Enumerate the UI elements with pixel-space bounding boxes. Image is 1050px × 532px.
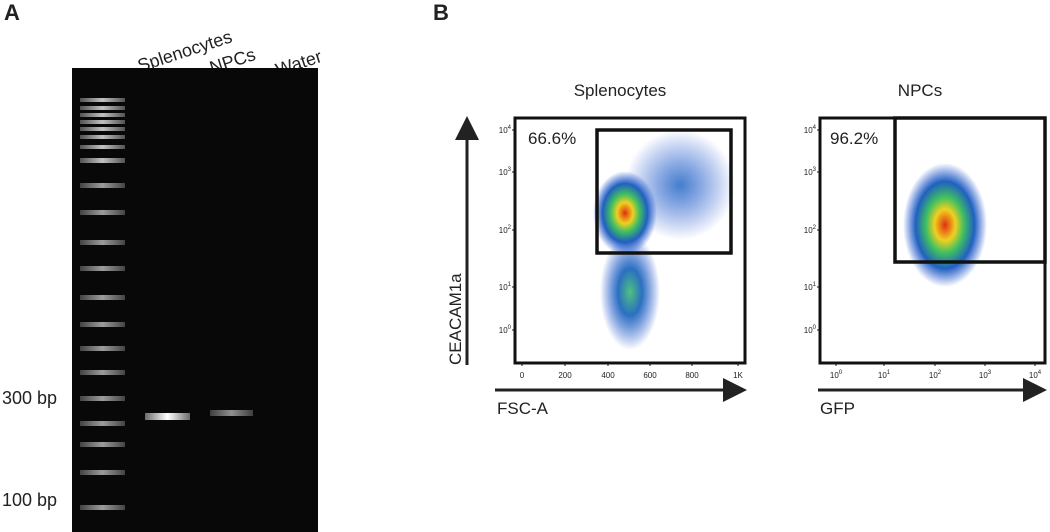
size-marker: 100 bp	[2, 490, 57, 510]
axis-label: FSC-A	[497, 399, 549, 418]
ladder-band	[80, 183, 125, 188]
density	[600, 234, 660, 350]
tick-label: 800	[685, 371, 699, 380]
ladder-band	[80, 470, 125, 475]
axis-label: GFP	[820, 399, 855, 418]
tick-label: 103	[804, 167, 817, 177]
tick-exp: 1	[813, 282, 817, 288]
tick-base: 10	[929, 371, 938, 380]
ladder-band	[80, 346, 125, 351]
plot-frame	[513, 116, 747, 365]
tick-exp: 4	[1038, 370, 1042, 376]
ladder-band	[80, 158, 125, 163]
tick-base: 10	[830, 371, 839, 380]
tick-exp: 0	[813, 325, 817, 331]
tick-base: 10	[499, 326, 508, 335]
tick-label: 101	[878, 370, 891, 380]
ladder-band	[80, 396, 125, 401]
tick-label: 1K	[733, 371, 743, 380]
tick-label: 400	[601, 371, 615, 380]
tick-exp: 4	[508, 125, 512, 131]
tick-label: 103	[499, 167, 512, 177]
tick-label: 104	[499, 125, 512, 135]
tick-label: 100	[830, 370, 843, 380]
tick-base: 10	[499, 168, 508, 177]
tick-exp: 3	[508, 167, 512, 173]
ladder-band	[80, 210, 125, 215]
density	[903, 163, 987, 287]
tick-base: 10	[804, 168, 813, 177]
tick-exp: 1	[508, 282, 512, 288]
band	[145, 413, 190, 420]
band	[210, 410, 253, 416]
panel-label: A	[4, 0, 20, 25]
tick-base: 10	[1029, 371, 1038, 380]
tick-label: 600	[643, 371, 657, 380]
tick-label: 104	[1029, 370, 1042, 380]
tick-exp: 2	[938, 370, 942, 376]
ladder-band	[80, 113, 125, 117]
panel-label: B	[433, 0, 449, 25]
tick-label: 200	[558, 371, 572, 380]
ladder-band	[80, 127, 125, 131]
ladder-band	[80, 98, 125, 102]
ladder-band	[80, 106, 125, 110]
tick-exp: 1	[887, 370, 891, 376]
tick-label: 102	[804, 225, 817, 235]
tick-base: 10	[499, 283, 508, 292]
density	[593, 171, 657, 255]
ladder-band	[80, 442, 125, 447]
tick-label: 102	[499, 225, 512, 235]
tick-label: 101	[499, 282, 512, 292]
tick-base: 10	[979, 371, 988, 380]
tick-base: 10	[804, 283, 813, 292]
ladder-band	[80, 421, 125, 426]
tick-base: 10	[804, 326, 813, 335]
tick-exp: 0	[508, 325, 512, 331]
gate-percent: 96.2%	[830, 129, 878, 148]
plot-title: NPCs	[898, 81, 942, 100]
tick-base: 10	[499, 126, 508, 135]
plot-title: Splenocytes	[574, 81, 667, 100]
tick-base: 10	[804, 226, 813, 235]
tick-label: 103	[979, 370, 992, 380]
tick-exp: 3	[813, 167, 817, 173]
gate-percent: 66.6%	[528, 129, 576, 148]
axis-label: CEACAM1a	[446, 273, 465, 365]
ladder-band	[80, 295, 125, 300]
tick-base: 10	[804, 126, 813, 135]
gate	[893, 116, 1047, 264]
tick-base: 10	[499, 226, 508, 235]
size-marker: 300 bp	[2, 388, 57, 408]
tick-exp: 2	[813, 225, 817, 231]
ladder-band	[80, 120, 125, 124]
tick-label: 104	[804, 125, 817, 135]
tick-label: 102	[929, 370, 942, 380]
ladder-band	[80, 135, 125, 139]
tick-exp: 3	[988, 370, 992, 376]
tick-label: 100	[804, 325, 817, 335]
ladder-band	[80, 505, 125, 510]
ladder-band	[80, 240, 125, 245]
gate	[595, 128, 733, 255]
tick-label: 101	[804, 282, 817, 292]
ladder	[80, 98, 125, 510]
ladder-band	[80, 145, 125, 149]
ladder-band	[80, 266, 125, 271]
tick-exp: 2	[508, 225, 512, 231]
tick-label: 100	[499, 325, 512, 335]
ladder-band	[80, 370, 125, 375]
ladder-band	[80, 322, 125, 327]
tick-exp: 4	[813, 125, 817, 131]
tick-base: 10	[878, 371, 887, 380]
tick-exp: 0	[839, 370, 843, 376]
tick-label: 0	[520, 371, 525, 380]
